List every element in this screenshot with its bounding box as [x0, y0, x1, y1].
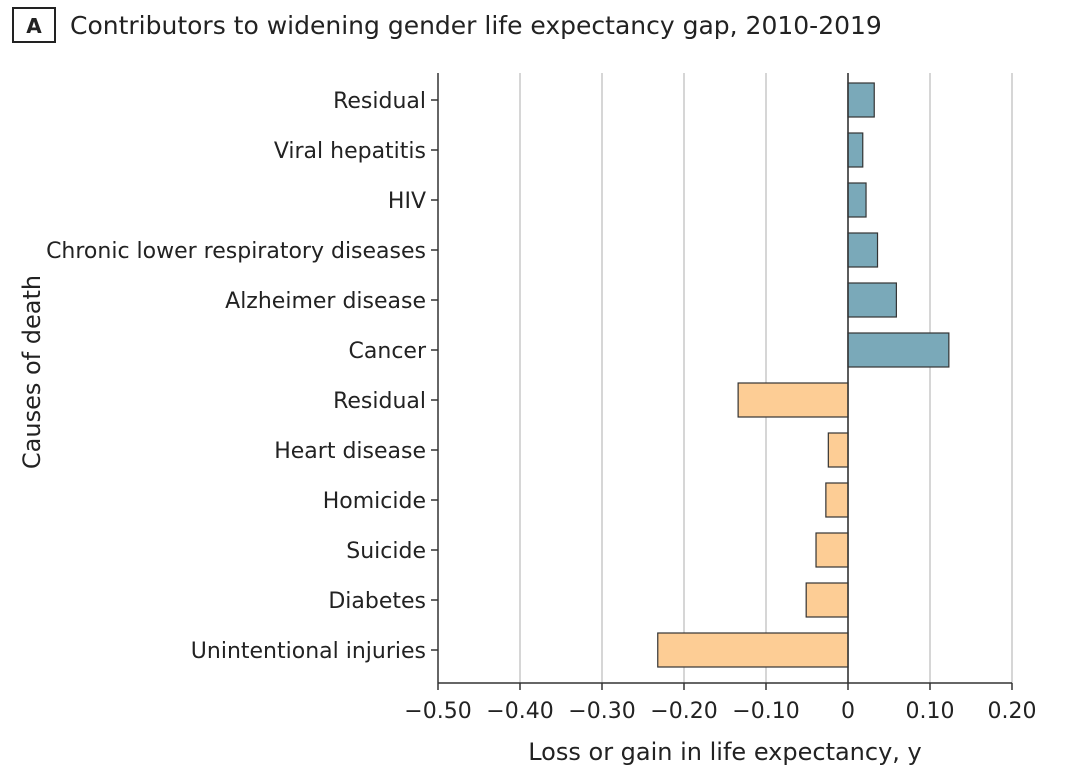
- category-label: HIV: [388, 189, 426, 214]
- x-tick-label: −0.30: [568, 699, 635, 724]
- bar: [847, 182, 867, 218]
- category-labels: Residual Viral hepatitis HIV Chronic lower …: [46, 89, 427, 664]
- bar: [737, 382, 849, 418]
- category-label: Residual: [333, 389, 426, 414]
- axes: [431, 73, 1013, 690]
- bar: [847, 332, 950, 368]
- bar: [847, 132, 864, 168]
- category-label: Suicide: [346, 539, 426, 564]
- bar: [825, 482, 849, 518]
- category-label: Homicide: [323, 489, 426, 514]
- category-label: Unintentional injuries: [191, 639, 426, 664]
- x-tick-label: −0.50: [404, 699, 471, 724]
- chart-title: Contributors to widening gender life exp…: [70, 11, 882, 40]
- bar: [815, 532, 849, 568]
- gridlines: [519, 73, 1013, 683]
- category-label: Diabetes: [328, 589, 426, 614]
- x-tick-label: −0.20: [650, 699, 717, 724]
- bar: [847, 282, 897, 318]
- x-tick-label: 0.20: [988, 699, 1037, 724]
- category-label: Residual: [333, 89, 426, 114]
- category-label: Cancer: [349, 339, 427, 364]
- bar: [847, 82, 875, 118]
- category-label: Alzheimer disease: [225, 289, 426, 314]
- category-label: Viral hepatitis: [274, 139, 426, 164]
- category-label: Heart disease: [274, 439, 426, 464]
- panel-letter-box: [12, 7, 56, 43]
- bar: [827, 432, 849, 468]
- x-tick-label: 0: [841, 699, 855, 724]
- panel-letter: A: [26, 14, 42, 38]
- x-tick-label: −0.40: [486, 699, 553, 724]
- tick-labels: −0.50 −0.40 −0.30 −0.20 −0.10 0 0.10 0.20: [404, 699, 1036, 724]
- x-tick-label: 0.10: [906, 699, 955, 724]
- x-axis-title: Loss or gain in life expectancy, y: [528, 738, 922, 766]
- bar: [847, 232, 879, 268]
- category-label: Chronic lower respiratory diseases: [46, 239, 426, 264]
- bar: [657, 632, 849, 668]
- bar: [805, 582, 849, 618]
- bars: [657, 82, 950, 668]
- x-tick-label: −0.10: [732, 699, 799, 724]
- y-axis-title: Causes of death: [18, 275, 46, 469]
